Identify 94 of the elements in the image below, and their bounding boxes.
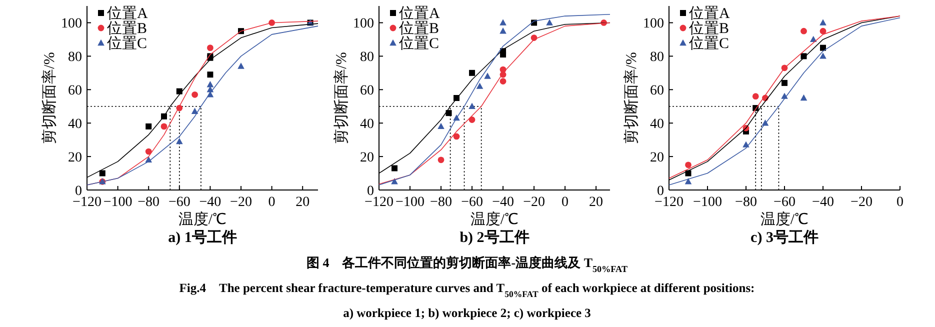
y-tick-label: 40	[650, 117, 664, 132]
x-tick-label: −100	[103, 195, 132, 210]
x-tick-label: −60	[774, 195, 796, 210]
text: a) workpiece 1; b) workpiece 2; c) workpiece 3	[343, 306, 591, 320]
y-tick-label: 20	[68, 150, 82, 166]
point	[438, 156, 444, 164]
legend-label: 位置A	[107, 5, 148, 22]
y-tick-label: 60	[360, 84, 374, 99]
x-tick-label: 0	[896, 195, 904, 210]
point	[752, 93, 759, 100]
y-tick-label: 20	[650, 150, 664, 166]
x-axis-title: 温度/℃	[178, 211, 227, 228]
caption: Fig.4 The percent shear fracture-temperature curves and T$_{50%FAT}$ of each workpiece at different positions:	[179, 281, 755, 299]
point	[207, 72, 214, 78]
x-tick-label: −20	[230, 195, 252, 210]
x-tick-label: −100	[693, 195, 722, 210]
point	[500, 78, 506, 84]
legend-label: 位置B	[107, 20, 148, 37]
point	[820, 19, 826, 26]
x-tick-label: 0	[268, 195, 276, 210]
x-tick-label: −60	[461, 195, 483, 210]
point	[192, 91, 198, 98]
y-tick-label: 60	[650, 84, 664, 99]
legend-label: 位置C	[689, 35, 730, 52]
point	[191, 108, 198, 114]
point	[782, 80, 788, 86]
y-tick-label: 80	[360, 50, 374, 66]
y-tick-label: 100	[61, 16, 82, 32]
x-tick-label: 20	[589, 195, 604, 210]
text: a) 1号工件	[168, 229, 237, 246]
point	[820, 44, 826, 51]
legend-label: 位置A	[399, 5, 440, 22]
point	[438, 122, 444, 130]
point	[446, 110, 452, 116]
point	[468, 102, 476, 109]
point	[685, 170, 692, 176]
x-tick-label: −40	[812, 195, 834, 210]
point	[176, 138, 183, 144]
y-tick-label: 80	[650, 50, 664, 66]
legend-label: 位置B	[399, 20, 440, 37]
point	[820, 28, 826, 34]
point	[685, 162, 692, 168]
point	[453, 133, 460, 140]
y-axis-title: 剪切断面率/%	[41, 52, 58, 144]
x-tick-label: −40	[199, 195, 222, 210]
legend-label: 位置C	[399, 35, 440, 52]
point	[800, 28, 807, 34]
y-tick-label: 60	[68, 84, 82, 99]
point	[820, 52, 826, 59]
x-tick-label: −80	[735, 195, 757, 210]
x-axis-title: 温度/℃	[470, 211, 519, 228]
x-tick-label: 20	[296, 195, 310, 210]
x-axis-title: 温度/℃	[760, 211, 809, 228]
text: b) 2号工件	[460, 229, 530, 246]
y-tick-label: 40	[68, 117, 82, 132]
x-tick-label: −20	[850, 195, 872, 210]
y-tick-label: 40	[360, 117, 374, 132]
y-tick-label: 100	[353, 16, 374, 32]
point	[469, 70, 476, 76]
point	[146, 123, 152, 130]
point	[781, 92, 788, 99]
point	[99, 170, 106, 176]
legend-label: 位置B	[689, 20, 730, 37]
x-tick-label: 0	[562, 195, 569, 210]
legend-label: 位置A	[689, 5, 730, 22]
y-tick-label: 100	[643, 16, 664, 32]
point	[500, 27, 506, 34]
point	[392, 165, 398, 172]
y-tick-label: 80	[68, 50, 82, 66]
point	[500, 19, 506, 26]
point	[160, 123, 168, 130]
point	[207, 44, 214, 52]
x-tick-label: −20	[523, 195, 545, 210]
point	[500, 52, 506, 58]
point	[484, 72, 491, 79]
point	[145, 148, 152, 155]
caption: 图 4 各工件不同位置的剪切断面率-温度曲线及 T$_{50%FAT}$	[306, 255, 628, 274]
x-tick-label: −60	[168, 195, 190, 210]
point	[476, 82, 484, 89]
text: c) 3号工件	[750, 229, 818, 246]
point	[742, 141, 750, 148]
y-axis-title: 剪切断面率/%	[333, 52, 350, 144]
point	[800, 94, 808, 101]
point	[468, 116, 476, 123]
x-tick-label: −80	[138, 195, 160, 210]
x-tick-label: −100	[396, 195, 424, 210]
y-axis-title: 剪切断面率/%	[623, 52, 640, 144]
point	[206, 81, 214, 88]
point	[238, 62, 244, 69]
point	[546, 19, 553, 26]
y-tick-label: 20	[360, 150, 374, 166]
x-tick-label: −40	[492, 195, 514, 210]
x-tick-label: −80	[430, 195, 452, 210]
legend-label: 位置C	[107, 35, 148, 52]
